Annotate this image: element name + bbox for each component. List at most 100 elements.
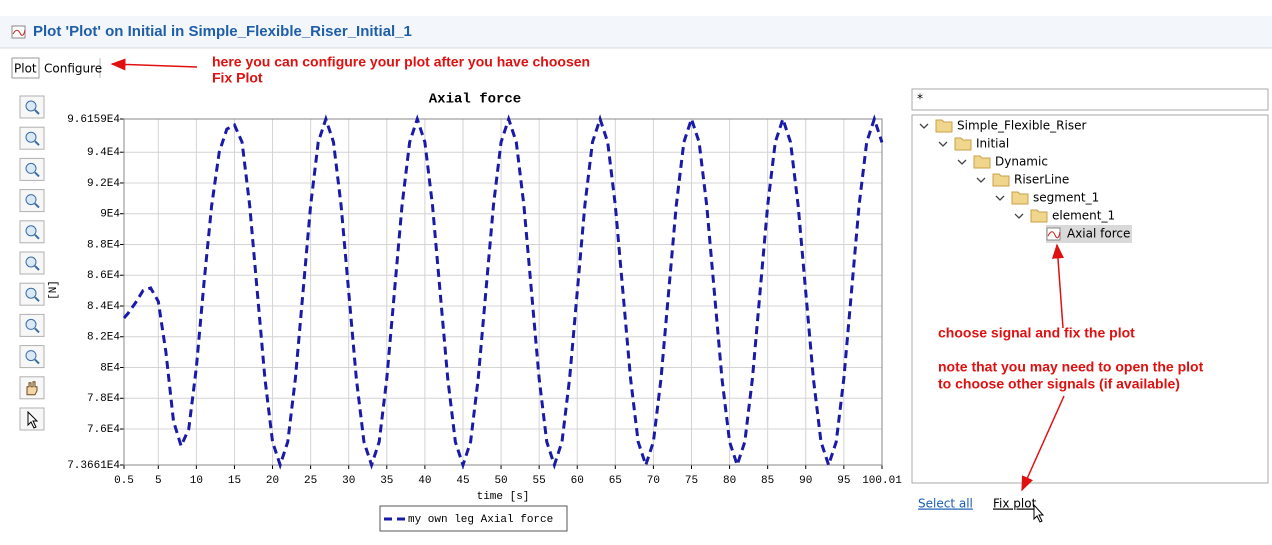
select-all-link[interactable]: Select all (918, 497, 973, 511)
tool-glyph (34, 109, 40, 115)
x-tick-label: 75 (685, 475, 698, 487)
y-axis-label: [N] (48, 280, 60, 300)
tree-toggle[interactable] (957, 159, 967, 165)
toolbar (19, 95, 45, 431)
tree-node-label[interactable]: Simple_Flexible_Riser (957, 119, 1086, 133)
tree-node-label[interactable]: Axial force (1067, 227, 1130, 241)
tree-toggle[interactable] (919, 123, 929, 129)
tool-glyph (26, 381, 38, 396)
legend-box (379, 505, 568, 532)
x-tick-label: 80 (723, 475, 736, 487)
y-tick-label: 8.6E4 (87, 270, 120, 282)
filter-text[interactable]: * (917, 92, 923, 106)
tool-glyph (27, 410, 39, 429)
tree-node-label[interactable]: element_1 (1052, 209, 1115, 223)
header-bar (0, 16, 1272, 48)
tool-glyph (25, 350, 37, 362)
x-tick-label: 20 (266, 475, 279, 487)
tool-glyph (25, 256, 37, 268)
x-axis-label: time [s] (477, 491, 530, 503)
y-tick-label: 9E4 (100, 209, 120, 221)
y-tick-label: 8E4 (100, 362, 120, 374)
annotation: here you can configure your plot after y… (212, 54, 590, 70)
tool-glyph (34, 171, 40, 178)
y-tick-label: 8.4E4 (87, 301, 120, 313)
tree-toggle[interactable] (938, 141, 948, 147)
legend-label: my own leg Axial force (408, 514, 553, 526)
annotation: note that you may need to open the plot (938, 359, 1204, 375)
tool-glyph (34, 327, 40, 334)
y-tick-label: 7.3661E4 (67, 460, 120, 472)
tool-glyph (34, 202, 40, 209)
x-tick-label: 30 (342, 475, 355, 487)
tool-glyph (34, 358, 40, 365)
tool-glyph (25, 194, 37, 206)
header-icon (11, 25, 26, 39)
annotation-arrow (1051, 243, 1064, 329)
y-tick-label: 7.6E4 (87, 424, 120, 436)
x-tick-label: 70 (647, 475, 660, 487)
tree-node-label[interactable]: Initial (976, 137, 1009, 151)
tool-glyph (25, 225, 37, 237)
plot-icon (1047, 231, 1061, 239)
tree-node-label[interactable]: RiserLine (1014, 173, 1069, 187)
filter-input[interactable] (911, 88, 1269, 111)
tool-glyph (25, 131, 37, 143)
annotation: to choose other signals (if available) (938, 376, 1180, 392)
tab-label[interactable]: Plot (14, 62, 37, 76)
tree: Simple_Flexible_Riser Initial Dynamic Riser… (919, 119, 1132, 243)
x-tick-label: 100.01 (862, 475, 902, 487)
tree-panel (911, 114, 1269, 484)
tab[interactable] (11, 57, 40, 79)
tool-glyph (34, 296, 40, 302)
y-tick-label: 8.2E4 (87, 332, 120, 344)
plot-frame (123, 118, 883, 466)
annotation-arrow (1021, 395, 1065, 492)
folder-icon (1011, 191, 1029, 205)
tool-glyph (25, 100, 37, 112)
x-tick-label: 95 (837, 475, 850, 487)
tab-label[interactable]: Configure (44, 62, 102, 76)
y-tick-label: 9.4E4 (87, 147, 120, 159)
x-tick-label: 85 (761, 475, 774, 487)
tree-node-label[interactable]: segment_1 (1033, 191, 1099, 205)
x-tick-label: 40 (418, 475, 431, 487)
cursor (1033, 503, 1045, 523)
x-tick-label: 10 (190, 475, 203, 487)
selection-highlight (1046, 225, 1132, 243)
tree-toggle[interactable] (995, 195, 1005, 201)
y-tick-label: 9.6159E4 (67, 114, 120, 126)
tree-node-label[interactable]: Dynamic (995, 155, 1048, 169)
x-tick-label: 5 (155, 475, 162, 487)
y-tick-label: 8.8E4 (87, 239, 120, 251)
y-tick-label: 7.8E4 (87, 393, 120, 405)
tool-glyph (34, 234, 40, 240)
chart-title: Axial force (429, 92, 521, 108)
tool-glyph (25, 287, 37, 299)
tab[interactable] (41, 58, 101, 78)
x-tick-label: 50 (494, 475, 507, 487)
x-tick-label: 55 (533, 475, 546, 487)
x-tick-label: 0.5 (114, 475, 134, 487)
folder-icon (954, 137, 972, 151)
x-tick-label: 15 (228, 475, 241, 487)
tree-toggle[interactable] (976, 177, 986, 183)
plot-area (124, 119, 882, 465)
x-tick-label: 65 (609, 475, 622, 487)
folder-icon (992, 173, 1010, 187)
folder-icon (935, 119, 953, 133)
x-tick-label: 25 (304, 475, 317, 487)
folder-icon (973, 155, 991, 169)
tool-glyph (25, 162, 37, 174)
data-line (122, 114, 884, 470)
annotation-arrow (110, 58, 198, 71)
fix-plot-link[interactable]: Fix plot (993, 497, 1037, 511)
tree-toggle[interactable] (1014, 213, 1024, 219)
annotation: choose signal and fix the plot (938, 325, 1135, 341)
tool-glyph (34, 140, 40, 146)
y-tick-label: 9.2E4 (87, 178, 120, 190)
annotation: Fix Plot (212, 70, 263, 86)
view-title: Plot 'Plot' on Initial in Simple_Flexibl… (33, 23, 412, 40)
